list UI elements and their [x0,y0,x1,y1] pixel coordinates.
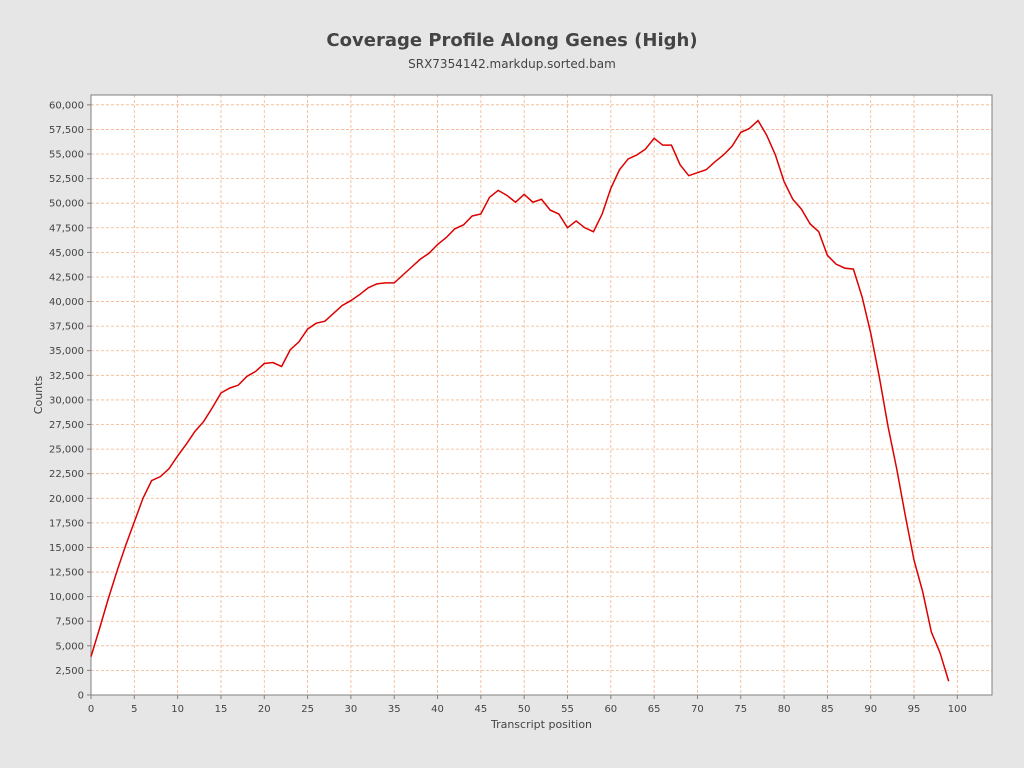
y-tick-label: 0 [78,691,84,702]
y-tick-label: 15,000 [49,543,84,554]
y-tick-label: 25,000 [49,445,84,456]
x-tick-label: 15 [215,704,228,715]
y-tick-label: 55,000 [49,150,84,161]
x-tick-label: 75 [734,704,747,715]
y-axis-label: Counts [32,376,45,415]
y-tick-label: 42,500 [49,272,84,283]
series-line [90,119,950,682]
y-tick-label: 47,500 [49,223,84,234]
x-tick-label: 30 [345,704,358,715]
y-tick-label: 45,000 [49,248,84,259]
y-tick-label: 52,500 [49,174,84,185]
y-axis: 0 2,500 5,000 7,500 10,000 12,500 15,000 17,500… [49,100,91,702]
y-tick-label: 17,500 [49,518,84,529]
x-tick-label: 65 [648,704,661,715]
chart-subtitle: SRX7354142.markdup.sorted.bam [408,57,616,71]
x-tick-label: 40 [431,704,444,715]
y-tick-label: 32,500 [49,371,84,382]
x-tick-label: 25 [301,704,314,715]
y-tick-label: 37,500 [49,322,84,333]
y-tick-label: 50,000 [49,199,84,210]
x-tick-label: 55 [561,704,574,715]
x-tick-label: 5 [131,704,137,715]
y-tick-label: 7,500 [55,617,84,628]
x-tick-label: 85 [821,704,834,715]
x-tick-label: 10 [171,704,184,715]
y-tick-label: 35,000 [49,346,84,357]
y-tick-label: 27,500 [49,420,84,431]
y-tick-label: 22,500 [49,469,84,480]
x-tick-label: 20 [258,704,271,715]
y-tick-label: 40,000 [49,297,84,308]
chart-title: Coverage Profile Along Genes (High) [326,30,698,51]
y-tick-label: 60,000 [49,100,84,111]
plot-area [91,95,992,695]
y-tick-label: 30,000 [49,395,84,406]
plot-frame [90,94,993,696]
x-tick-label: 70 [691,704,704,715]
x-tick-label: 50 [518,704,531,715]
y-tick-label: 2,500 [55,666,84,677]
x-tick-label: 60 [604,704,617,715]
x-tick-label: 90 [864,704,877,715]
x-tick-label: 100 [948,704,967,715]
x-tick-label: 35 [388,704,401,715]
x-axis: 0 5 10 15 20 25 30 35 40 45 50 55 60 65 70 75 80 85 90 95 10… [88,695,967,715]
x-tick-label: 0 [88,704,94,715]
x-tick-label: 95 [908,704,921,715]
x-tick-label: 45 [474,704,487,715]
y-tick-label: 10,000 [49,592,84,603]
x-axis-label: Transcript position [490,718,592,731]
grid [91,95,992,695]
y-tick-label: 57,500 [49,125,84,136]
y-tick-label: 5,000 [55,641,84,652]
y-tick-label: 20,000 [49,494,84,505]
x-tick-label: 80 [778,704,791,715]
y-tick-label: 12,500 [49,568,84,579]
